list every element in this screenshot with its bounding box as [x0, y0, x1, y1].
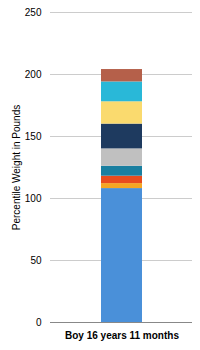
svg-text:0: 0	[36, 317, 42, 328]
svg-text:Boy 16 years 11 months: Boy 16 years 11 months	[65, 330, 179, 341]
svg-text:150: 150	[25, 131, 42, 142]
svg-text:Percentile Weight in Pounds: Percentile Weight in Pounds	[11, 105, 22, 230]
svg-text:250: 250	[25, 7, 42, 18]
svg-text:200: 200	[25, 69, 42, 80]
svg-text:100: 100	[25, 193, 42, 204]
svg-text:50: 50	[30, 255, 42, 266]
